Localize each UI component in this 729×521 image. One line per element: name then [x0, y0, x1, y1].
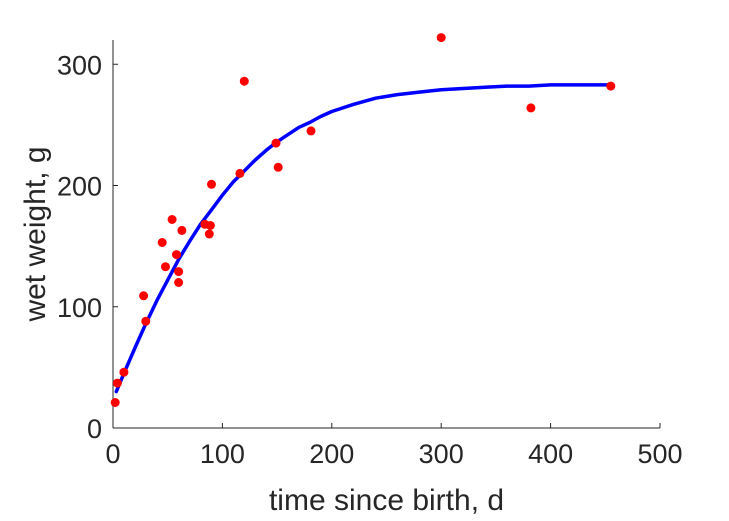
data-point — [436, 33, 446, 43]
y-tick-label: 0 — [87, 414, 102, 444]
data-point — [606, 81, 616, 91]
data-point — [526, 103, 536, 113]
x-tick-label: 300 — [419, 439, 464, 469]
data-point — [167, 215, 177, 224]
data-point — [205, 221, 215, 230]
fit-curve-group — [114, 83, 613, 394]
data-point — [112, 378, 122, 388]
x-axis-ticks: 0 100 200 300 400 500 — [105, 423, 683, 469]
y-tick-label: 200 — [57, 172, 102, 202]
y-tick-label: 300 — [57, 50, 102, 80]
data-point — [119, 367, 129, 377]
data-point — [139, 291, 149, 301]
data-point — [306, 126, 316, 136]
data-point — [239, 76, 249, 86]
data-point — [141, 316, 151, 326]
data-point — [172, 250, 181, 260]
data-point — [235, 168, 245, 178]
x-axis-label: time since birth, d — [269, 484, 504, 517]
x-tick-label: 100 — [200, 439, 245, 469]
x-tick-label: 0 — [105, 439, 120, 469]
x-tick-label: 400 — [528, 439, 573, 469]
data-point — [174, 267, 184, 277]
data-point — [177, 225, 187, 235]
x-tick-label: 200 — [309, 439, 354, 469]
data-point — [207, 179, 216, 189]
data-point — [271, 138, 281, 148]
x-tick-label: 500 — [637, 439, 682, 469]
data-point — [161, 262, 170, 272]
data-points — [110, 33, 616, 407]
y-axis-ticks: 0 100 200 300 — [57, 50, 118, 444]
y-axis-label: wet weight, g — [19, 146, 52, 322]
data-point — [110, 398, 120, 407]
y-tick-label: 100 — [57, 293, 102, 323]
data-point — [273, 162, 283, 172]
axes — [112, 40, 660, 429]
data-point — [174, 278, 184, 287]
fit-curve — [114, 83, 613, 394]
data-point — [157, 238, 167, 247]
data-point — [204, 229, 214, 239]
